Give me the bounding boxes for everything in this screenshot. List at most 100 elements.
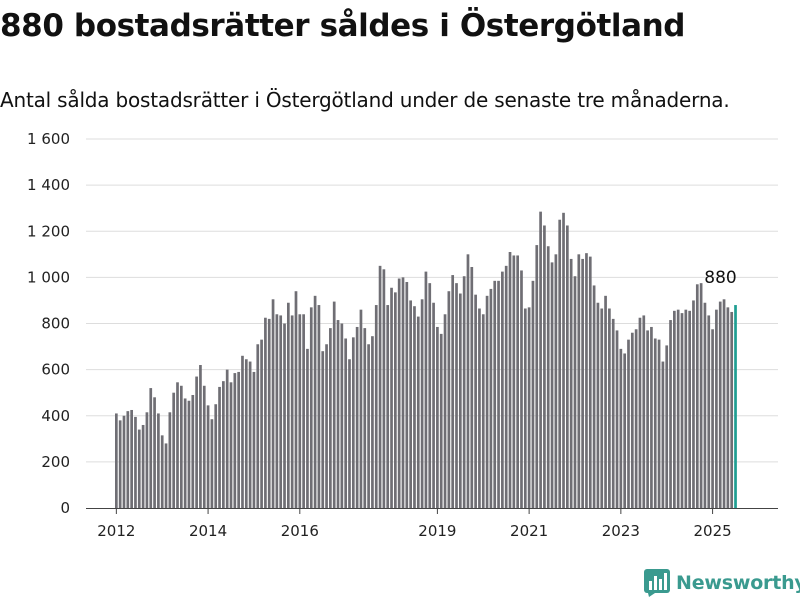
- bar: [222, 381, 225, 508]
- bar: [634, 329, 638, 508]
- bar: [711, 329, 714, 508]
- bar: [443, 314, 447, 508]
- bar: [317, 305, 321, 508]
- bar: [627, 339, 630, 508]
- bar: [298, 314, 302, 508]
- bar: [688, 310, 691, 508]
- bar: [508, 252, 512, 508]
- bar: [279, 315, 283, 508]
- bar: [229, 382, 233, 508]
- bar: [367, 344, 370, 508]
- bar: [695, 284, 699, 508]
- bar: [359, 309, 363, 508]
- bar: [348, 359, 351, 508]
- bar: [715, 309, 718, 508]
- bar: [550, 262, 554, 508]
- bar: [554, 254, 558, 508]
- bar: [137, 429, 141, 508]
- bar: [382, 269, 386, 508]
- bar: [271, 299, 275, 508]
- bar: [134, 416, 137, 508]
- chart-subtitle: Antal sålda bostadsrätter i Östergötland…: [0, 88, 730, 112]
- bar: [394, 292, 397, 508]
- bar: [325, 344, 328, 508]
- bar: [451, 275, 455, 508]
- y-tick-label: 1 600: [27, 130, 70, 148]
- bar: [546, 246, 550, 508]
- bar: [558, 219, 562, 508]
- bar: [237, 371, 241, 508]
- grid-lines: [86, 138, 778, 463]
- bar: [596, 302, 600, 508]
- bar: [424, 271, 428, 508]
- bar: [650, 326, 653, 508]
- bar: [351, 337, 355, 508]
- bar: [336, 320, 340, 508]
- bar: [168, 412, 172, 508]
- bar: [340, 323, 344, 508]
- bar: [195, 376, 198, 508]
- bar: [569, 258, 573, 508]
- bar: [378, 265, 382, 508]
- y-tick-label: 200: [41, 453, 70, 471]
- x-tick-label: 2012: [97, 522, 135, 540]
- bar: [523, 308, 527, 508]
- y-tick-label: 0: [60, 499, 70, 517]
- bar: [115, 413, 118, 508]
- chart-title: 880 bostadsrätter såldes i Östergötland: [0, 8, 686, 44]
- bar: [497, 280, 500, 508]
- bar: [202, 385, 206, 508]
- bar: [329, 328, 332, 508]
- bar: [130, 409, 133, 508]
- bar: [233, 373, 237, 508]
- newsworthy-logo[interactable]: Newsworthy: [644, 569, 800, 597]
- bar: [501, 271, 504, 508]
- bar: [153, 397, 156, 508]
- x-tick-label: 2023: [602, 522, 640, 540]
- y-tick-label: 1 200: [27, 222, 70, 240]
- bar: [577, 254, 581, 508]
- bar: [390, 287, 393, 508]
- bar: [118, 420, 122, 508]
- bar: [470, 266, 474, 508]
- latest-value-label: 880: [704, 268, 736, 288]
- bar: [302, 314, 305, 508]
- bar: [420, 299, 424, 508]
- bar: [126, 411, 130, 508]
- bar: [160, 435, 164, 508]
- bar: [290, 315, 294, 508]
- bar: [669, 320, 672, 508]
- bar: [286, 302, 290, 508]
- bar: [504, 265, 508, 508]
- brand-name: Newsworthy: [676, 572, 800, 594]
- bar: [122, 415, 126, 508]
- bar: [458, 293, 462, 508]
- bar: [252, 371, 256, 508]
- bar: [680, 313, 684, 508]
- bar: [409, 300, 412, 508]
- bar: [210, 419, 214, 508]
- bar: [164, 443, 168, 508]
- bar: [638, 317, 642, 508]
- bar: [214, 404, 218, 508]
- bar: [707, 315, 711, 508]
- newsworthy-chart-icon: [644, 569, 670, 597]
- bar: [432, 302, 435, 508]
- bar: [183, 398, 187, 508]
- bar: [615, 330, 619, 508]
- bar: [481, 314, 485, 508]
- bar: [512, 255, 516, 508]
- bar: [206, 405, 210, 508]
- bar: [225, 369, 229, 508]
- bar: [493, 280, 497, 508]
- bar: [386, 305, 390, 508]
- bar: [241, 355, 244, 508]
- bar: [585, 253, 588, 508]
- bar: [604, 295, 607, 508]
- bar: [726, 307, 730, 508]
- bar: [309, 307, 313, 508]
- bar: [172, 392, 176, 508]
- y-tick-label: 1 000: [27, 268, 70, 286]
- bar: [260, 339, 263, 508]
